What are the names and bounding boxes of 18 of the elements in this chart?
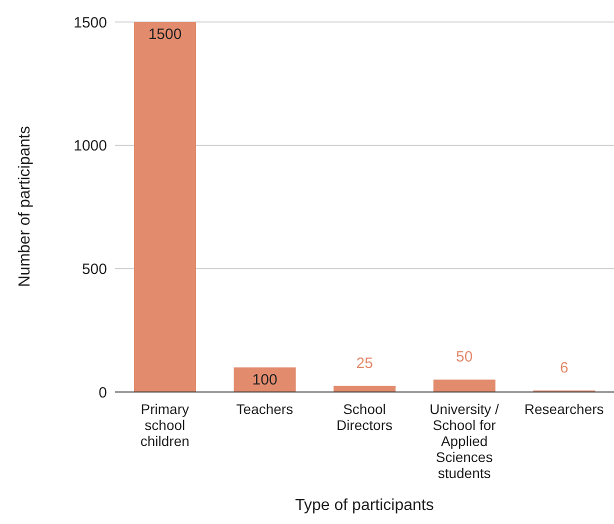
- y-tick-label: 500: [82, 260, 107, 278]
- y-tick-label: 1500: [74, 14, 107, 32]
- data-label: 1500: [148, 26, 182, 43]
- y-tick-label: 1000: [74, 138, 107, 155]
- x-axis-title: Type of participants: [295, 497, 434, 514]
- data-label: 6: [560, 360, 568, 377]
- y-tick-label: 0: [98, 384, 107, 402]
- bar: [134, 22, 196, 392]
- data-label: 50: [456, 348, 473, 366]
- x-tick-label: School Directors: [336, 401, 393, 433]
- data-label: 25: [356, 354, 373, 372]
- x-tick-label: Primary school children: [140, 401, 190, 449]
- data-label: 100: [252, 371, 278, 388]
- x-tick-label: Researchers: [524, 401, 604, 417]
- y-axis-title: Number of participants: [16, 126, 34, 287]
- x-tick-label: Teachers: [236, 401, 294, 417]
- bar: [433, 380, 496, 392]
- x-tick-label: University / School for Applied Sciences students: [430, 401, 500, 481]
